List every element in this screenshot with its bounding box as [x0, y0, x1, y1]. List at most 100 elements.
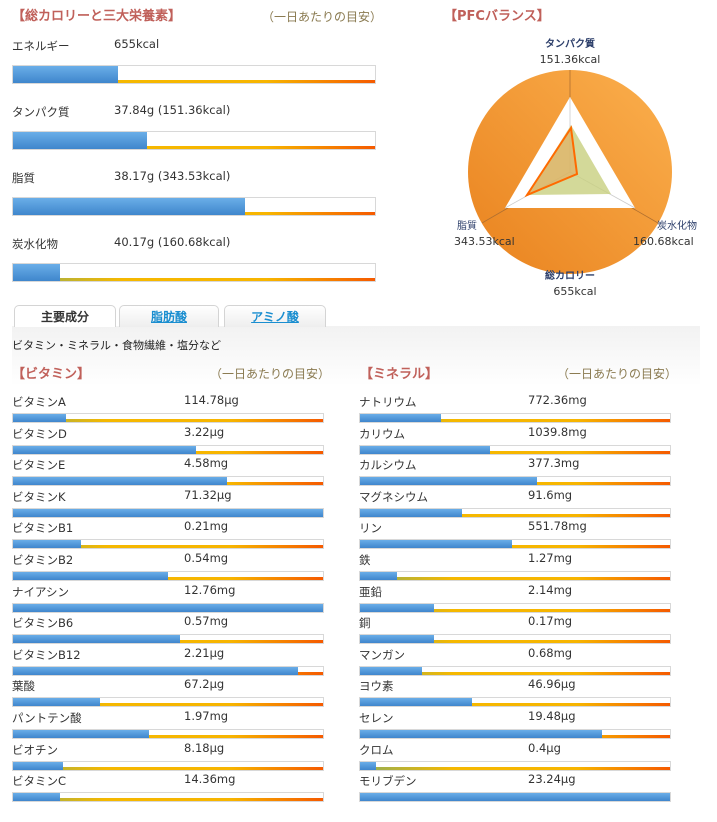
nutrient-bar: [12, 197, 376, 216]
nutrient-bar: [12, 131, 376, 150]
nutrient-bar: [12, 476, 324, 487]
bar-fill: [360, 698, 472, 707]
bar-target-line: [13, 577, 323, 580]
pfc-fat-label: 脂質: [457, 221, 477, 232]
bar-fill: [360, 730, 602, 738]
bar-target-line: [13, 735, 323, 738]
nutrient-label: 葉酸: [12, 679, 35, 694]
bar-target-line: [360, 766, 670, 770]
nutrient-bar: [12, 571, 324, 581]
nutrient-label: ビオチン: [12, 742, 58, 757]
nutrient-value: 0.54mg: [184, 551, 229, 565]
nutrient-label: ビタミンB6: [12, 616, 74, 631]
nutrient-bar: [359, 792, 671, 803]
minerals-note: （一日あたりの目安）: [557, 367, 678, 381]
nutrient-bar: [12, 65, 376, 84]
nutrient-value: 3.22μg: [184, 424, 225, 439]
nutrient-value: 114.78μg: [184, 393, 239, 407]
bar-fill: [13, 508, 323, 517]
nutrient-bar: [12, 634, 324, 645]
nutrient-value: 14.36mg: [184, 772, 236, 787]
nutrient-label: 鉄: [359, 553, 371, 567]
bar-fill: [13, 540, 82, 549]
nutrient-label: エネルギー: [12, 39, 70, 53]
bar-target-line: [13, 146, 375, 149]
bar-fill: [360, 603, 435, 612]
pfc-title: 【PFCバランス】: [444, 9, 550, 24]
vitamins-title: 【ビタミン】: [12, 367, 91, 382]
macro-title: 【総カロリーと三大栄養素】: [12, 9, 182, 24]
nutrient-value: 46.96μg: [528, 677, 576, 692]
nutrient-value: 37.84g (151.36kcal): [114, 103, 231, 117]
bar-fill: [360, 793, 670, 802]
nutrient-value: 8.18μg: [184, 740, 225, 755]
bar-target-line: [13, 278, 375, 281]
minerals-title: 【ミネラル】: [360, 367, 439, 382]
nutrient-label: タンパク質: [12, 105, 70, 119]
nutrient-bar: [359, 634, 671, 645]
nutrient-value: 772.36mg: [528, 393, 587, 407]
nutrient-value: 0.4μg: [528, 740, 561, 755]
nutrient-value: 71.32μg: [184, 487, 232, 502]
pfc-value-line: [524, 125, 579, 198]
pfc-total-label: 総カロリー: [545, 271, 595, 282]
nutrient-value: 377.3mg: [528, 456, 580, 471]
nutrient-value: 655kcal: [114, 37, 160, 51]
bar-fill: [13, 603, 323, 612]
bar-target-line: [360, 640, 670, 644]
bar-fill: [13, 635, 181, 644]
bar-fill: [13, 414, 66, 422]
nutrient-value: 0.17mg: [528, 614, 573, 629]
bar-target-line: [360, 450, 670, 454]
nutrient-label: リン: [359, 521, 382, 536]
nutrient-label: カリウム: [359, 426, 405, 441]
nutrient-label: ナイアシン: [12, 584, 70, 599]
nutrient-value: 1.27mg: [528, 551, 573, 565]
nutrient-label: クロム: [359, 742, 394, 757]
tab-amino-acids[interactable]: アミノ酸: [224, 305, 326, 327]
bar-fill: [13, 445, 196, 454]
nutrient-value: 91.6mg: [528, 487, 573, 502]
nutrient-bar: [12, 760, 324, 771]
bar-target-line: [13, 545, 323, 549]
nutrient-value: 0.57mg: [184, 614, 229, 629]
bar-fill: [360, 477, 537, 486]
nutrient-label: ビタミンE: [12, 458, 66, 473]
nutrient-bar: [359, 760, 671, 771]
nutrient-bar: [12, 413, 324, 423]
nutrient-value: 551.78mg: [528, 519, 587, 534]
nutrient-label: ビタミンK: [12, 489, 66, 504]
bar-target-line: [360, 419, 670, 422]
bar-fill: [360, 761, 376, 770]
bar-fill: [13, 198, 245, 215]
bar-target-line: [360, 671, 670, 675]
nutrient-label: ビタミンB1: [12, 521, 74, 536]
bar-fill: [13, 666, 299, 675]
bar-target-line: [13, 703, 323, 707]
nutrient-label: ビタミンB12: [12, 647, 81, 662]
bar-target-line: [360, 703, 670, 707]
tab-fatty-acids[interactable]: 脂肪酸: [119, 305, 219, 327]
nutrient-label: セレン: [359, 711, 394, 725]
nutrient-bar: [359, 539, 671, 550]
nutrient-bar: [12, 697, 324, 708]
bar-fill: [360, 414, 441, 422]
bar-fill: [13, 730, 150, 738]
bar-target-line: [360, 545, 670, 549]
nutrient-bar: [12, 665, 324, 676]
nutrient-label: 脂質: [12, 171, 35, 185]
nutrient-value: 2.21μg: [184, 645, 225, 660]
nutrient-label: カルシウム: [359, 458, 417, 473]
bar-fill: [360, 445, 491, 454]
bar-fill: [13, 761, 63, 770]
nutrient-label: ビタミンC: [12, 774, 67, 789]
nutrient-label: パントテン酸: [12, 711, 82, 725]
bar-fill: [13, 66, 118, 83]
nutrient-label: 銅: [359, 616, 371, 631]
nutrient-bar: [12, 729, 324, 739]
tab-main-components[interactable]: 主要成分: [14, 305, 116, 327]
nutrient-bar: [12, 602, 324, 613]
pfc-protein-label: タンパク質: [545, 39, 595, 50]
nutrient-value: 0.68mg: [528, 645, 573, 660]
pfc-protein-value: 151.36kcal: [539, 53, 601, 66]
